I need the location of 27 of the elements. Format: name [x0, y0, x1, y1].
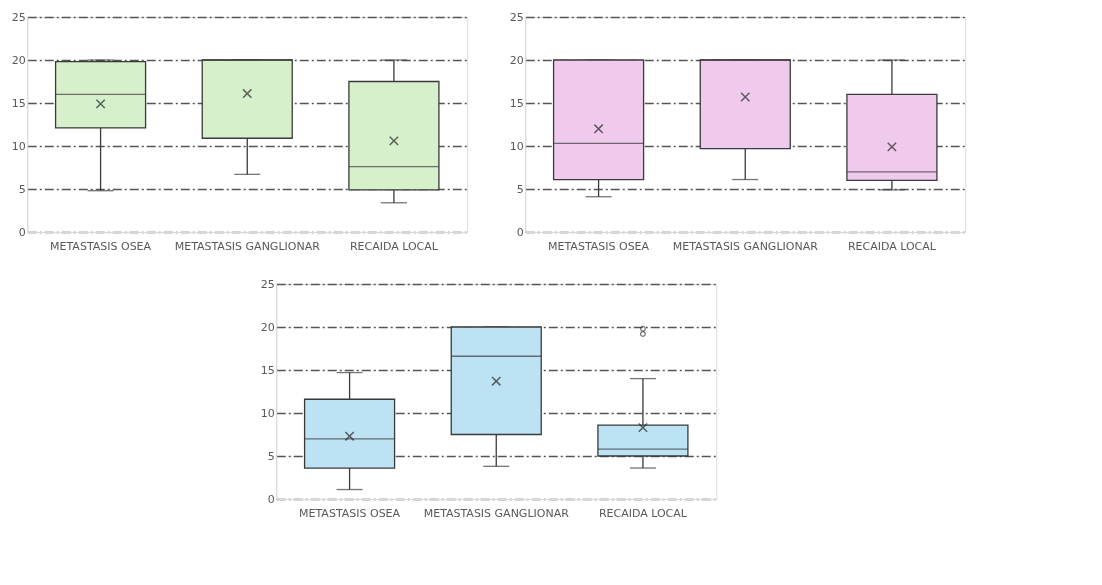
y-tick-label: 10: [260, 406, 275, 420]
y-tick-label: 15: [509, 96, 524, 110]
x-tick-label: RECAIDA LOCAL: [349, 239, 439, 253]
x-tick-label: METASTASIS OSEA: [299, 506, 401, 520]
y-tick-label: 5: [18, 182, 26, 196]
x-tick-label: RECAIDA LOCAL: [847, 239, 937, 253]
x-tick-label: METASTASIS GANGLIONAR: [174, 239, 321, 253]
y-tick-label: 0: [267, 492, 275, 506]
y-tick-label: 0: [516, 225, 524, 239]
y-tick-label: 0: [18, 225, 26, 239]
y-tick-label: 10: [11, 139, 26, 153]
y-tick-label: 25: [11, 10, 26, 24]
x-tick-label: METASTASIS GANGLIONAR: [672, 239, 819, 253]
y-tick-label: 20: [509, 53, 524, 67]
y-tick-label: 20: [11, 53, 26, 67]
x-tick-label: METASTASIS OSEA: [548, 239, 650, 253]
x-tick-label: METASTASIS GANGLIONAR: [423, 506, 570, 520]
y-tick-label: 25: [509, 10, 524, 24]
y-tick-label: 20: [260, 320, 275, 334]
y-tick-label: 25: [260, 277, 275, 291]
y-tick-label: 5: [516, 182, 524, 196]
x-tick-label: RECAIDA LOCAL: [598, 506, 688, 520]
y-tick-label: 5: [267, 449, 275, 463]
y-tick-label: 15: [260, 363, 275, 377]
y-tick-label: 15: [11, 96, 26, 110]
x-tick-label: METASTASIS OSEA: [50, 239, 152, 253]
y-tick-label: 10: [509, 139, 524, 153]
